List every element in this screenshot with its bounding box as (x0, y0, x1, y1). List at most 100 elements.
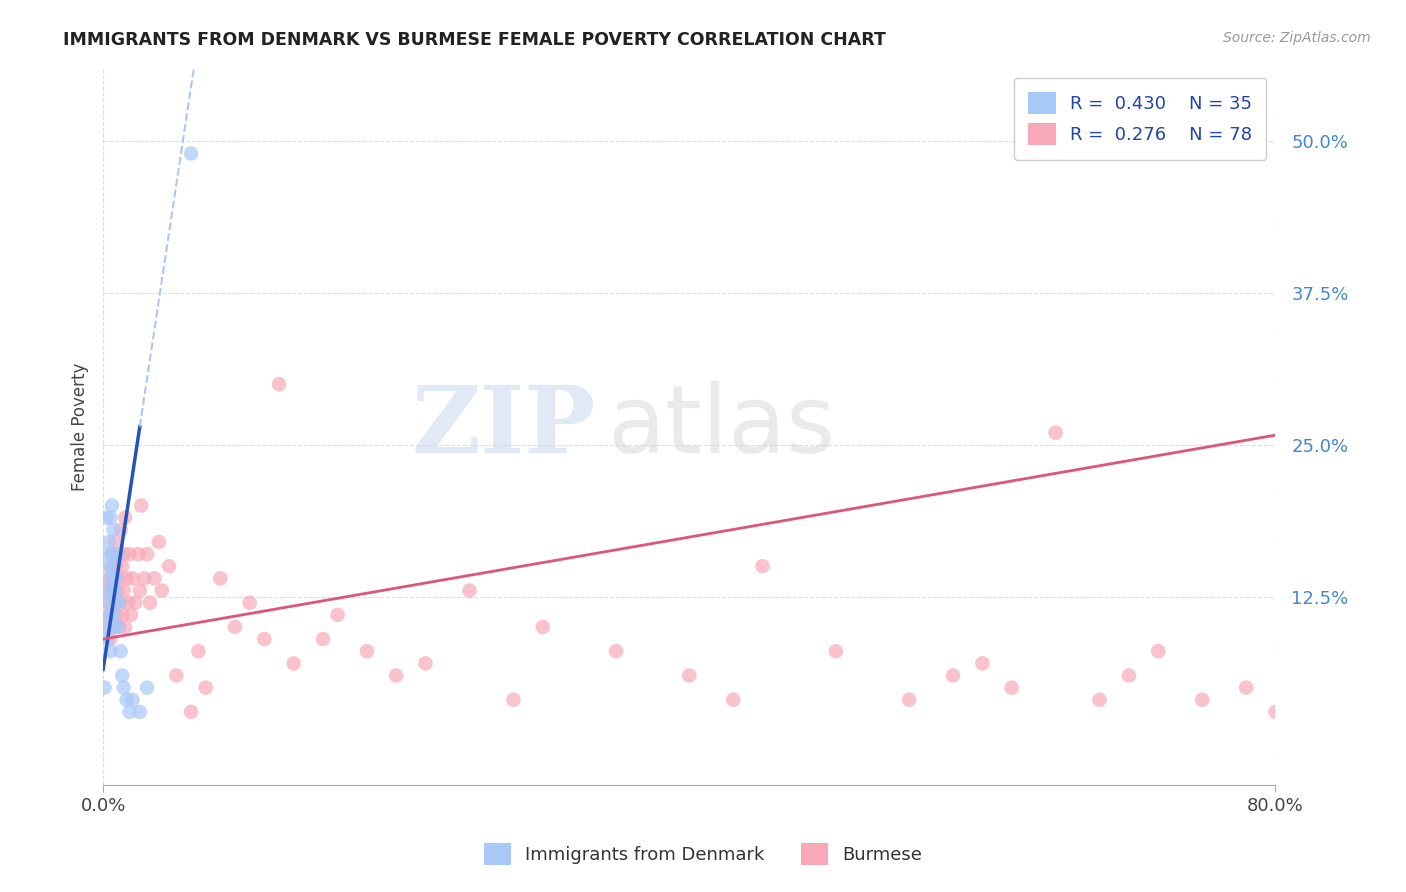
Point (100, 510, 122, 524)
Point (98, 559, 121, 574)
Point (898, 693, 921, 707)
Point (751, 559, 773, 574)
Point (100, 644, 122, 658)
Point (143, 571, 166, 585)
Point (150, 583, 173, 598)
Point (239, 596, 262, 610)
Point (103, 607, 125, 622)
Point (114, 620, 136, 634)
Point (100, 607, 122, 622)
Point (94, 510, 117, 524)
Point (118, 547, 141, 561)
Point (824, 644, 846, 658)
Point (115, 571, 138, 585)
Point (110, 644, 132, 658)
Point (458, 583, 481, 598)
Point (124, 596, 146, 610)
Point (180, 146, 202, 161)
Legend: R =  0.430    N = 35, R =  0.276    N = 78: R = 0.430 N = 35, R = 0.276 N = 78 (1014, 78, 1267, 160)
Point (105, 607, 128, 622)
Point (94, 583, 117, 598)
Point (1001, 681, 1024, 695)
Point (1191, 693, 1213, 707)
Point (1264, 705, 1286, 719)
Point (115, 693, 138, 707)
Point (98, 535, 121, 549)
Text: ZIP: ZIP (412, 382, 596, 472)
Point (111, 607, 134, 622)
Point (605, 644, 627, 658)
Point (103, 559, 125, 574)
Point (1147, 644, 1170, 658)
Point (128, 583, 150, 598)
Point (108, 596, 131, 610)
Point (105, 559, 128, 574)
Point (104, 535, 127, 549)
Point (356, 644, 378, 658)
Point (100, 559, 122, 574)
Point (101, 583, 124, 598)
Point (136, 681, 159, 695)
Point (107, 547, 129, 561)
Point (94, 620, 117, 634)
Point (1088, 693, 1111, 707)
Point (326, 607, 349, 622)
Point (121, 571, 143, 585)
Point (134, 571, 156, 585)
Point (96, 583, 118, 598)
Point (1045, 425, 1067, 440)
Point (98, 596, 121, 610)
Point (101, 547, 124, 561)
Point (114, 510, 136, 524)
Point (111, 668, 134, 682)
Point (98, 571, 121, 585)
Point (107, 547, 129, 561)
Point (253, 632, 276, 646)
Point (128, 705, 150, 719)
Point (127, 547, 149, 561)
Text: atlas: atlas (607, 381, 835, 473)
Point (194, 681, 217, 695)
Point (101, 583, 124, 598)
Point (118, 705, 141, 719)
Point (112, 681, 135, 695)
Point (678, 668, 700, 682)
Point (415, 657, 437, 671)
Point (105, 571, 128, 585)
Point (129, 499, 152, 513)
Point (96, 596, 118, 610)
Point (942, 668, 965, 682)
Point (105, 596, 128, 610)
Point (1234, 681, 1257, 695)
Point (121, 693, 143, 707)
Point (267, 377, 290, 392)
Point (1118, 668, 1140, 682)
Point (103, 571, 125, 585)
Point (111, 559, 134, 574)
Point (107, 620, 129, 634)
Point (107, 583, 129, 598)
Point (180, 705, 202, 719)
Legend: Immigrants from Denmark, Burmese: Immigrants from Denmark, Burmese (477, 836, 929, 872)
Point (104, 583, 127, 598)
Point (1205, 146, 1227, 161)
Point (100, 571, 122, 585)
Point (531, 620, 554, 634)
Point (972, 657, 994, 671)
Text: IMMIGRANTS FROM DENMARK VS BURMESE FEMALE POVERTY CORRELATION CHART: IMMIGRANTS FROM DENMARK VS BURMESE FEMAL… (63, 31, 886, 49)
Point (110, 523, 132, 537)
Point (283, 657, 305, 671)
Point (108, 571, 131, 585)
Point (100, 632, 122, 646)
Point (312, 632, 335, 646)
Point (120, 607, 142, 622)
Point (108, 620, 131, 634)
Point (139, 596, 162, 610)
Point (502, 693, 524, 707)
Point (723, 693, 745, 707)
Point (93, 681, 115, 695)
Point (103, 523, 125, 537)
Point (96, 547, 118, 561)
Point (112, 583, 135, 598)
Point (110, 596, 132, 610)
